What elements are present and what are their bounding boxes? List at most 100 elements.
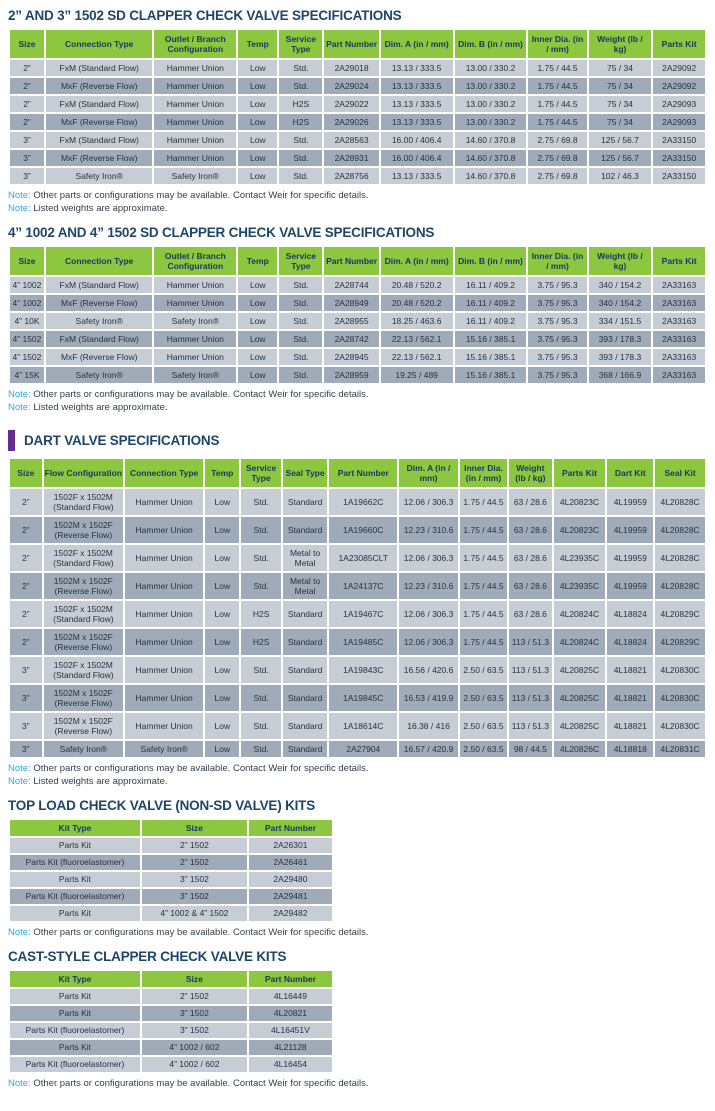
table-cell: 1.75 / 44.5	[528, 60, 587, 77]
table-cell: 2A33150	[653, 132, 705, 149]
table-cell: 2.50 / 63.5	[459, 713, 508, 740]
table-row: 4” 10K Safety Iron® Safety Iron® Low Std. 2A2…	[10, 312, 705, 329]
table-cell: Hammer Union	[125, 572, 204, 599]
table-cell: 125 / 56.7	[588, 132, 652, 149]
table-cell: Low	[205, 741, 240, 758]
table-cell: FxM (Standard Flow)	[45, 96, 153, 113]
table-cell: 16.00 / 406.4	[380, 150, 453, 167]
table-cell: Std.	[279, 330, 323, 347]
column-header: Part Number	[324, 30, 379, 59]
table-cell: 16.57 / 420.9	[399, 741, 458, 758]
note-text: Other parts or configurations may be ava…	[33, 389, 369, 401]
note: Note: Other parts or configurations may …	[8, 389, 707, 401]
table-cell: 12.06 / 306.3	[399, 544, 458, 571]
table-cell: 2.75 / 69.8	[528, 150, 587, 167]
column-header: Size	[10, 246, 44, 275]
table-cell: 4L23935C	[553, 572, 606, 599]
table-cell: 2” 1502	[141, 988, 247, 1004]
table-cell: 22.13 / 562.1	[380, 330, 453, 347]
table-cell: 2.50 / 63.5	[459, 685, 508, 712]
table-cell: Parts Kit	[10, 905, 140, 921]
section-title: 2” AND 3” 1502 SD CLAPPER CHECK VALVE SP…	[8, 8, 402, 23]
note-text: Other parts or configurations may be ava…	[33, 190, 369, 202]
table-cell: Std.	[279, 132, 323, 149]
section-title: CAST-STYLE CLAPPER CHECK VALVE KITS	[8, 948, 287, 964]
table-cell: MxF (Reverse Flow)	[45, 150, 153, 167]
column-header: Dim. B (in / mm)	[454, 30, 527, 59]
column-header: Part Number	[324, 246, 379, 275]
table-cell: 1.75 / 44.5	[528, 114, 587, 131]
table-cell: Low	[238, 276, 278, 293]
table-cell: Safety Iron®	[45, 367, 153, 384]
table-cell: Parts Kit (fluoroelastomer)	[10, 1056, 140, 1072]
table-cell: Standard	[282, 685, 328, 712]
table-cell: 4L20824C	[553, 600, 606, 627]
table-cell: Low	[238, 150, 278, 167]
table-cell: 2A29093	[653, 114, 705, 131]
table-cell: 13.00 / 330.2	[454, 60, 527, 77]
column-header: Dim. A (in / mm)	[380, 246, 453, 275]
table-cell: 1A19485C	[329, 628, 398, 655]
table-cell: 3.75 / 95.3	[528, 330, 587, 347]
note-label: Note:	[8, 401, 31, 413]
table-cell: 4L18818	[607, 741, 654, 758]
table-cell: 2A28756	[324, 168, 379, 185]
table-cell: Standard	[282, 713, 328, 740]
table-cell: 4L20824C	[553, 628, 606, 655]
table-row: 4” 1002 FxM (Standard Flow) Hammer Union Lo…	[10, 276, 705, 293]
column-header: Seal Kit	[655, 458, 705, 487]
table-cell: Low	[238, 312, 278, 329]
table-cell: 1A24137C	[329, 572, 398, 599]
table-cell: 1.75 / 44.5	[459, 600, 508, 627]
table-cell: 4L20823C	[553, 488, 606, 515]
table-cell: 3.75 / 95.3	[528, 348, 587, 365]
table-cell: 2A29480	[248, 871, 332, 887]
table-cell: 4L18821	[607, 656, 654, 684]
table-cell: Hammer Union	[125, 628, 204, 655]
table-cell: FxM (Standard Flow)	[45, 132, 153, 149]
table-cell: 4L16451V	[248, 1022, 332, 1038]
table-cell: 2”	[10, 96, 44, 113]
table-cell: 2.75 / 69.8	[528, 168, 587, 185]
top-load-kits-table: Kit Type Size Part Number Parts Kit 2” 1502 2…	[8, 818, 334, 923]
table-cell: 3.75 / 95.3	[528, 276, 587, 293]
table-cell: 2A28945	[324, 348, 379, 365]
table-cell: 1A18614C	[329, 713, 398, 740]
table-cell: 2.50 / 63.5	[459, 656, 508, 684]
table-cell: 3.75 / 95.3	[528, 312, 587, 329]
table-cell: 16.11 / 409.2	[454, 276, 527, 293]
table-cell: Low	[205, 628, 240, 655]
table-cell: 1502M x 1502F (Reverse Flow)	[43, 516, 124, 543]
table-cell: 2A33163	[653, 312, 705, 329]
table-cell: 75 / 34	[588, 96, 652, 113]
table-cell: 4L16449	[248, 988, 332, 1004]
column-header: Temp	[238, 246, 278, 275]
table-cell: 113 / 51.3	[509, 713, 552, 740]
table-cell: 2A29026	[324, 114, 379, 131]
table-cell: 2A28931	[324, 150, 379, 167]
column-header: Service Type	[279, 30, 323, 59]
note: Note: Other parts or configurations may …	[8, 190, 707, 202]
table-row: 3” FxM (Standard Flow) Hammer Union Low Std.…	[10, 132, 705, 149]
section-sd-2-3-specs: 2” AND 3” 1502 SD CLAPPER CHECK VALVE SP…	[8, 8, 707, 215]
table-cell: Std.	[241, 488, 281, 515]
table-cell: Parts Kit (fluoroelastomer)	[10, 854, 140, 870]
table-cell: Standard	[282, 628, 328, 655]
table-cell: 4L20831C	[655, 741, 705, 758]
table-cell: 4L20828C	[655, 516, 705, 543]
table-cell: 1502M x 1502F (Reverse Flow)	[43, 572, 124, 599]
table-cell: 2A27904	[329, 741, 398, 758]
table-cell: 12.06 / 306.3	[399, 628, 458, 655]
table-row: 2” FxM (Standard Flow) Hammer Union Low Std.…	[10, 60, 705, 77]
column-header: Service Type	[241, 458, 281, 487]
table-cell: 2”	[10, 114, 44, 131]
sd-2-3-spec-table: Size Connection Type Outlet / Branch Confi…	[8, 28, 707, 186]
table-cell: 1.75 / 44.5	[528, 96, 587, 113]
table-cell: 3” 1502	[141, 871, 247, 887]
table-cell: 1502M x 1502F (Reverse Flow)	[43, 628, 124, 655]
column-header: Parts Kit	[653, 246, 705, 275]
table-cell: H2S	[241, 600, 281, 627]
table-cell: 4L20826C	[553, 741, 606, 758]
table-cell: 63 / 28.6	[509, 572, 552, 599]
table-cell: Std.	[279, 367, 323, 384]
